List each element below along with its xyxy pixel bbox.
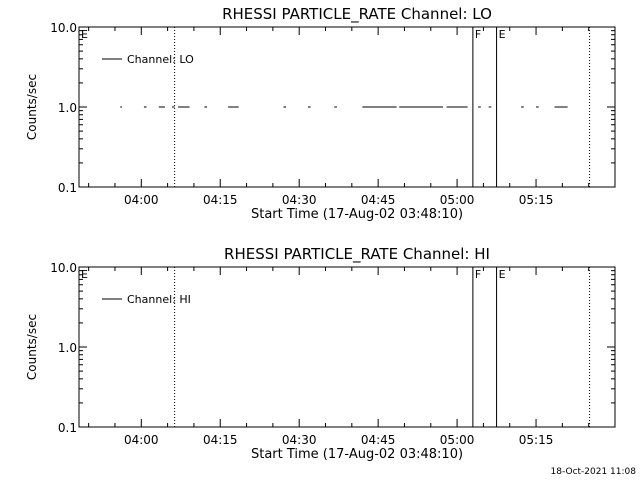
y-tick-label: 1.0 xyxy=(58,341,77,355)
chart-title: RHESSI PARTICLE_RATE Channel: HI xyxy=(224,245,490,264)
y-tick-label: 1.0 xyxy=(58,101,77,115)
time-marker-label: E xyxy=(81,268,88,281)
x-tick-label: 05:15 xyxy=(519,433,554,447)
x-tick-label: 04:15 xyxy=(203,433,238,447)
legend-label: Channel: LO xyxy=(127,53,194,66)
y-tick-label: 0.1 xyxy=(58,421,77,435)
x-tick-label: 04:15 xyxy=(203,193,238,207)
plot-frame xyxy=(78,266,616,428)
x-tick-label: 04:00 xyxy=(124,193,159,207)
x-tick-label: 04:00 xyxy=(124,433,159,447)
y-axis-label: Counts/sec xyxy=(25,314,39,380)
x-tick-label: 04:30 xyxy=(282,433,317,447)
x-tick-label: 04:30 xyxy=(282,193,317,207)
time-marker-label: E xyxy=(499,28,506,41)
footer-timestamp: 18-Oct-2021 11:08 xyxy=(551,467,637,477)
time-marker-label: F xyxy=(475,268,481,281)
x-tick-label: 05:00 xyxy=(440,433,475,447)
y-tick-label: 10.0 xyxy=(50,261,77,275)
x-tick-label: 05:15 xyxy=(519,193,554,207)
time-marker-label: F xyxy=(475,28,481,41)
legend-label: Channel: HI xyxy=(127,293,191,306)
time-marker-label: E xyxy=(499,268,506,281)
chart-title: RHESSI PARTICLE_RATE Channel: LO xyxy=(222,5,492,24)
x-tick-label: 04:45 xyxy=(361,433,396,447)
y-tick-label: 10.0 xyxy=(50,21,77,35)
x-axis-label: Start Time (17-Aug-02 03:48:10) xyxy=(251,207,463,222)
x-tick-label: 05:00 xyxy=(440,193,475,207)
time-marker-label: E xyxy=(81,28,88,41)
chart-panel-hi: RHESSI PARTICLE_RATE Channel: HI 0.1 1.0 10… xyxy=(25,245,616,462)
x-tick-label: 04:45 xyxy=(361,193,396,207)
x-axis-label: Start Time (17-Aug-02 03:48:10) xyxy=(251,447,463,462)
chart-panel-lo: RHESSI PARTICLE_RATE Channel: LO 0.1 1.0 10… xyxy=(25,5,616,222)
y-axis-label: Counts/sec xyxy=(25,74,39,140)
y-tick-label: 0.1 xyxy=(58,181,77,195)
